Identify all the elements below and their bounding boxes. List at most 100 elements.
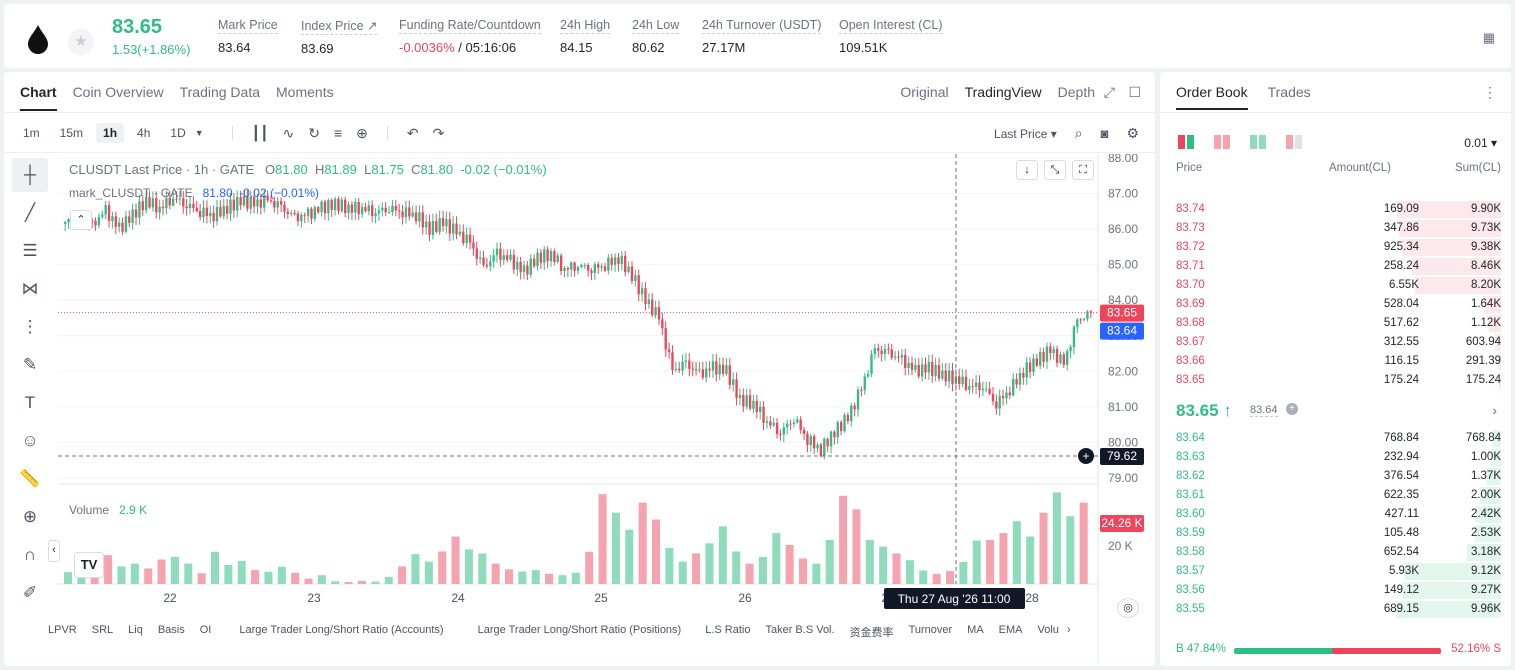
layout-asks-icon[interactable]: [1214, 135, 1230, 149]
tab-order-book[interactable]: Order Book: [1176, 84, 1248, 110]
more-options-icon[interactable]: ⋮: [1483, 84, 1497, 100]
layout-bids-icon[interactable]: [1250, 135, 1266, 149]
indicator-ls-positions[interactable]: Large Trader Long/Short Ratio (Positions…: [477, 624, 682, 636]
bid-row[interactable]: 83.63 232.94 1.00K: [1176, 448, 1501, 467]
tab-trades[interactable]: Trades: [1267, 84, 1311, 100]
layout-compact-icon[interactable]: [1286, 135, 1302, 149]
stat-label[interactable]: Index Price ↗: [301, 19, 378, 35]
ask-row[interactable]: 83.67 312.55 603.94: [1176, 333, 1501, 352]
interval-4h[interactable]: 4h: [137, 126, 151, 140]
view-tradingview[interactable]: TradingView: [964, 84, 1042, 100]
view-depth[interactable]: Depth: [1057, 84, 1095, 100]
bid-row[interactable]: 83.56 149.12 9.27K: [1176, 581, 1501, 600]
window-icon[interactable]: ☐: [1128, 84, 1141, 100]
bid-row[interactable]: 83.62 376.54 1.37K: [1176, 467, 1501, 486]
collapse-legend-icon[interactable]: ⌃: [70, 210, 92, 230]
ask-row[interactable]: 83.65 175.24 175.24: [1176, 371, 1501, 390]
bid-row[interactable]: 83.61 622.35 2.00K: [1176, 486, 1501, 505]
legend-symbol[interactable]: CLUSDT Last Price · 1h · GATE: [69, 162, 255, 177]
bid-row[interactable]: 83.64 768.84 768.84: [1176, 429, 1501, 448]
tab-coin-overview[interactable]: Coin Overview: [72, 84, 164, 100]
indicator-lpvr[interactable]: LPVR: [48, 624, 77, 636]
view-original[interactable]: Original: [900, 84, 949, 100]
chevron-right-icon[interactable]: ›: [1492, 402, 1497, 418]
indicator-volume[interactable]: Volu: [1037, 624, 1059, 636]
chevron-right-icon[interactable]: ›: [1066, 624, 1071, 636]
bid-row[interactable]: 83.58 652.54 3.18K: [1176, 543, 1501, 562]
indicator-taker-vol[interactable]: Taker B.S Vol.: [765, 624, 835, 636]
indicators-icon[interactable]: ∿: [282, 124, 295, 141]
undo-icon[interactable]: ↶: [406, 124, 419, 141]
indicator-turnover[interactable]: Turnover: [908, 624, 953, 636]
interval-dropdown-icon[interactable]: ▼: [194, 128, 204, 138]
ask-row[interactable]: 83.69 528.04 1.64K: [1176, 295, 1501, 314]
indicator-ma[interactable]: MA: [967, 624, 984, 636]
indicator-basis[interactable]: Basis: [157, 624, 185, 636]
info-icon[interactable]: +: [1286, 403, 1298, 415]
layout-both-icon[interactable]: [1178, 135, 1194, 149]
scroll-left-handle[interactable]: ‹: [48, 540, 60, 562]
fib-icon[interactable]: ⋮: [21, 317, 39, 336]
bid-row[interactable]: 83.57 5.93K 9.12K: [1176, 562, 1501, 581]
interval-1m[interactable]: 1m: [23, 126, 40, 140]
scroll-down-icon[interactable]: ↓: [1016, 160, 1038, 180]
ask-row[interactable]: 83.68 517.62 1.12K: [1176, 314, 1501, 333]
tab-trading-data[interactable]: Trading Data: [179, 84, 261, 100]
stat-label[interactable]: Funding Rate/Countdown: [399, 18, 541, 34]
pattern-icon[interactable]: ⋈: [21, 279, 39, 298]
emoji-icon[interactable]: ☺: [21, 431, 39, 450]
indicator-funding[interactable]: 资金费率: [849, 627, 894, 639]
ask-row[interactable]: 83.71 258.24 8.46K: [1176, 257, 1501, 276]
horizontal-lines-icon[interactable]: ☰: [22, 241, 38, 260]
bid-row[interactable]: 83.59 105.48 2.53K: [1176, 524, 1501, 543]
price-chart[interactable]: 88.0087.0086.0085.0084.0083.0082.0081.00…: [58, 154, 1148, 664]
favorite-star-icon[interactable]: ★: [68, 29, 94, 55]
crosshair-icon[interactable]: ┼: [12, 158, 48, 192]
settings-gear-icon[interactable]: ⚙: [1126, 125, 1139, 141]
tab-chart[interactable]: Chart: [20, 84, 57, 111]
ruler-icon[interactable]: 📏: [19, 469, 41, 488]
zoom-in-icon[interactable]: ⊕: [22, 507, 38, 526]
expand-icon[interactable]: ⤢: [1103, 84, 1115, 100]
tab-moments[interactable]: Moments: [276, 84, 334, 100]
stat-label[interactable]: Open Interest (CL): [839, 18, 943, 34]
bid-row[interactable]: 83.60 427.11 2.42K: [1176, 505, 1501, 524]
compare-icon[interactable]: ↻: [308, 124, 320, 141]
precision-select[interactable]: 0.01 ▾: [1464, 136, 1497, 150]
indicator-liq[interactable]: Liq: [128, 624, 143, 636]
redo-icon[interactable]: ↷: [432, 124, 445, 141]
ask-row[interactable]: 83.70 6.55K 8.20K: [1176, 276, 1501, 295]
ask-row[interactable]: 83.74 169.09 9.90K: [1176, 200, 1501, 219]
add-alert-icon[interactable]: ⊕: [356, 124, 368, 141]
indicator-ls-ratio[interactable]: L.S Ratio: [705, 624, 751, 636]
search-icon[interactable]: ⌕: [1074, 125, 1083, 141]
ask-row[interactable]: 83.73 347.86 9.73K: [1176, 219, 1501, 238]
stat-label[interactable]: 24h High: [560, 18, 611, 34]
text-icon[interactable]: T: [24, 393, 36, 412]
guide-book-icon[interactable]: ▦: [1482, 30, 1495, 45]
brush-icon[interactable]: ✎: [22, 355, 38, 374]
magnet-icon[interactable]: ∩: [23, 545, 37, 564]
chart-settings-icon[interactable]: ◎: [1117, 598, 1139, 618]
price-source-select[interactable]: Last Price ▾: [994, 126, 1057, 141]
interval-1d[interactable]: 1D: [170, 126, 186, 140]
candle-type-icon[interactable]: ┃┃: [251, 124, 269, 141]
ask-row[interactable]: 83.66 116.15 291.39: [1176, 352, 1501, 371]
maximize-icon[interactable]: ⛶: [1072, 160, 1094, 180]
ask-row[interactable]: 83.72 925.34 9.38K: [1176, 238, 1501, 257]
stat-label[interactable]: Mark Price: [218, 18, 278, 34]
bid-row[interactable]: 83.55 689.15 9.96K: [1176, 600, 1501, 619]
collapse-icon[interactable]: ⤡: [1044, 160, 1066, 180]
pencil-icon[interactable]: ✐: [22, 583, 38, 602]
indicator-ls-accounts[interactable]: Large Trader Long/Short Ratio (Accounts): [239, 624, 444, 636]
indicator-ema[interactable]: EMA: [998, 624, 1023, 636]
camera-icon[interactable]: ◙: [1100, 126, 1109, 141]
stat-label[interactable]: 24h Low: [632, 18, 680, 34]
indicator-srl[interactable]: SRL: [91, 624, 114, 636]
trend-line-icon[interactable]: ╱: [24, 203, 36, 222]
template-icon[interactable]: ≡: [333, 125, 343, 141]
indicator-oi[interactable]: OI: [199, 624, 212, 636]
interval-15m[interactable]: 15m: [59, 126, 84, 140]
stat-label[interactable]: 24h Turnover (USDT): [702, 18, 822, 34]
interval-1h[interactable]: 1h: [96, 123, 125, 143]
